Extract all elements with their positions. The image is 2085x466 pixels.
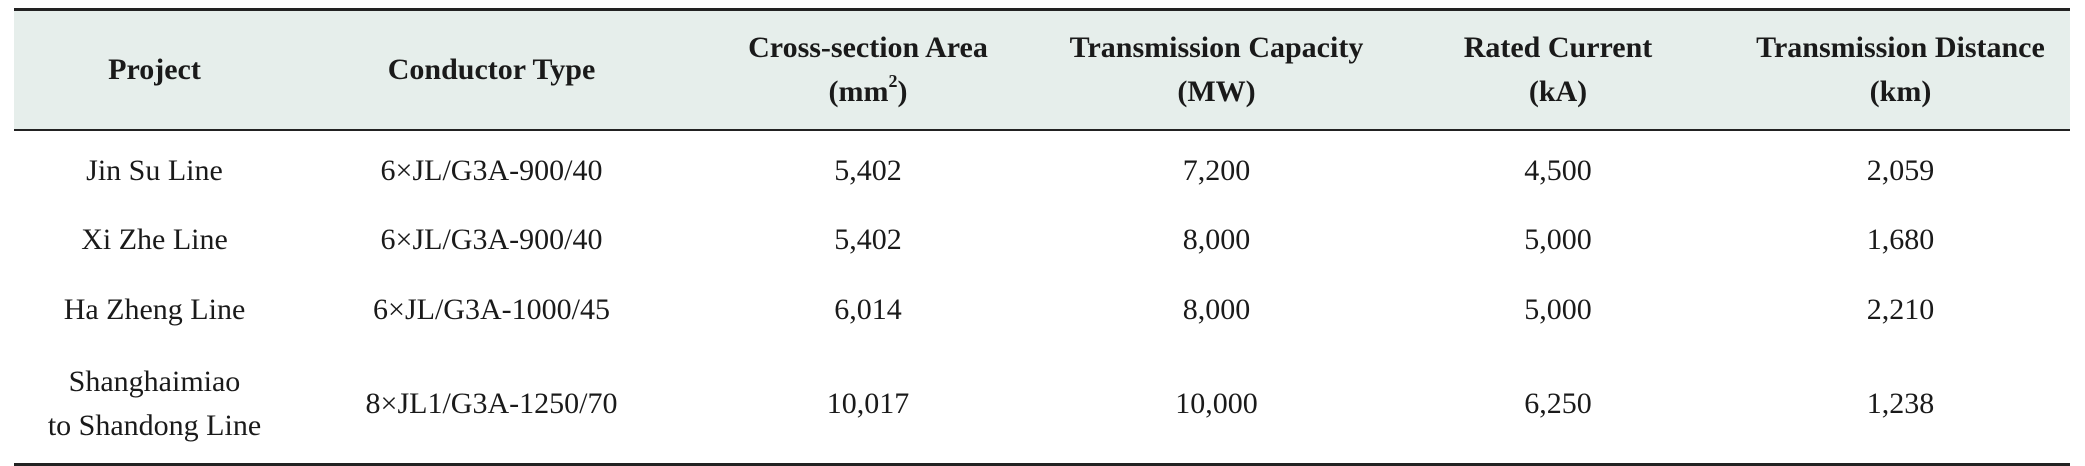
header-rated-current-label: Rated Current — [1463, 31, 1653, 64]
cell-project-line2: to Shandong Line — [47, 409, 262, 442]
table-body: Jin Su Line 6×JL/G3A-900/40 5,402 7,200 … — [14, 130, 2070, 466]
transmission-lines-table: Project Conductor Type Cross-section Are… — [14, 8, 2070, 466]
header-row: Project Conductor Type Cross-section Are… — [14, 8, 2070, 131]
cell-conductor-type: 6×JL/G3A-900/40 — [380, 223, 603, 256]
header-conductor-type-label: Conductor Type — [387, 53, 596, 86]
unit-suffix: ) — [897, 75, 908, 108]
table-row: Ha Zheng Line 6×JL/G3A-1000/45 6,014 8,0… — [14, 275, 2070, 345]
cell-transmission-distance: 1,238 — [1731, 345, 2070, 466]
cell-rated-current: 4,500 — [1524, 154, 1592, 187]
table-row: Jin Su Line 6×JL/G3A-900/40 5,402 7,200 … — [14, 130, 2070, 205]
cell-rated-current: 5,000 — [1524, 223, 1592, 256]
header-cross-section-area: Cross-section Area (mm2) — [688, 8, 1048, 131]
unit-superscript: 2 — [888, 71, 898, 91]
header-project: Project — [14, 8, 295, 131]
table-header: Project Conductor Type Cross-section Are… — [14, 8, 2070, 131]
header-transmission-capacity-label: Transmission Capacity — [1069, 31, 1364, 64]
cell-transmission-capacity: 8,000 — [1182, 223, 1251, 256]
cell-transmission-capacity: 7,200 — [1182, 154, 1251, 187]
header-transmission-capacity: Transmission Capacity (MW) — [1048, 8, 1385, 131]
cell-rated-current: 6,250 — [1385, 345, 1731, 466]
header-transmission-distance-unit: (km) — [1869, 75, 1932, 108]
cell-transmission-distance: 2,210 — [1866, 293, 1935, 326]
unit-prefix: (mm — [828, 75, 889, 108]
cell-cross-section-area: 5,402 — [834, 154, 902, 187]
cell-transmission-distance: 2,059 — [1866, 154, 1935, 187]
cell-project: Shanghaimiao to Shandong Line — [14, 345, 295, 466]
header-cross-section-area-label: Cross-section Area — [748, 31, 988, 64]
cell-cross-section-area: 5,402 — [834, 223, 902, 256]
cell-cross-section-area: 6,014 — [834, 293, 902, 326]
cell-conductor-type: 6×JL/G3A-1000/45 — [373, 293, 610, 326]
header-transmission-distance-label: Transmission Distance — [1756, 31, 2045, 64]
cell-cross-section-area: 10,017 — [688, 345, 1048, 466]
cell-rated-current: 5,000 — [1524, 293, 1592, 326]
table-row: Xi Zhe Line 6×JL/G3A-900/40 5,402 8,000 … — [14, 205, 2070, 275]
header-conductor-type: Conductor Type — [295, 8, 688, 131]
data-table-container: Project Conductor Type Cross-section Are… — [14, 8, 2070, 466]
cell-project: Xi Zhe Line — [81, 223, 228, 256]
header-transmission-capacity-unit: (MW) — [1177, 75, 1256, 108]
cell-conductor-type: 6×JL/G3A-900/40 — [380, 154, 603, 187]
header-cross-section-area-unit: (mm2) — [688, 70, 1048, 114]
cell-transmission-capacity: 10,000 — [1048, 345, 1385, 466]
table-row: Shanghaimiao to Shandong Line 8×JL1/G3A-… — [14, 345, 2070, 466]
cell-project-line1: Shanghaimiao — [68, 365, 241, 398]
cell-transmission-distance: 1,680 — [1866, 223, 1935, 256]
header-transmission-distance: Transmission Distance (km) — [1731, 8, 2070, 131]
cell-conductor-type: 8×JL1/G3A-1250/70 — [295, 345, 688, 466]
header-rated-current: Rated Current (kA) — [1385, 8, 1731, 131]
header-rated-current-unit: (kA) — [1528, 75, 1588, 108]
cell-project: Jin Su Line — [86, 154, 223, 187]
cell-project: Ha Zheng Line — [63, 293, 246, 326]
header-project-label: Project — [108, 53, 201, 86]
cell-transmission-capacity: 8,000 — [1182, 293, 1251, 326]
